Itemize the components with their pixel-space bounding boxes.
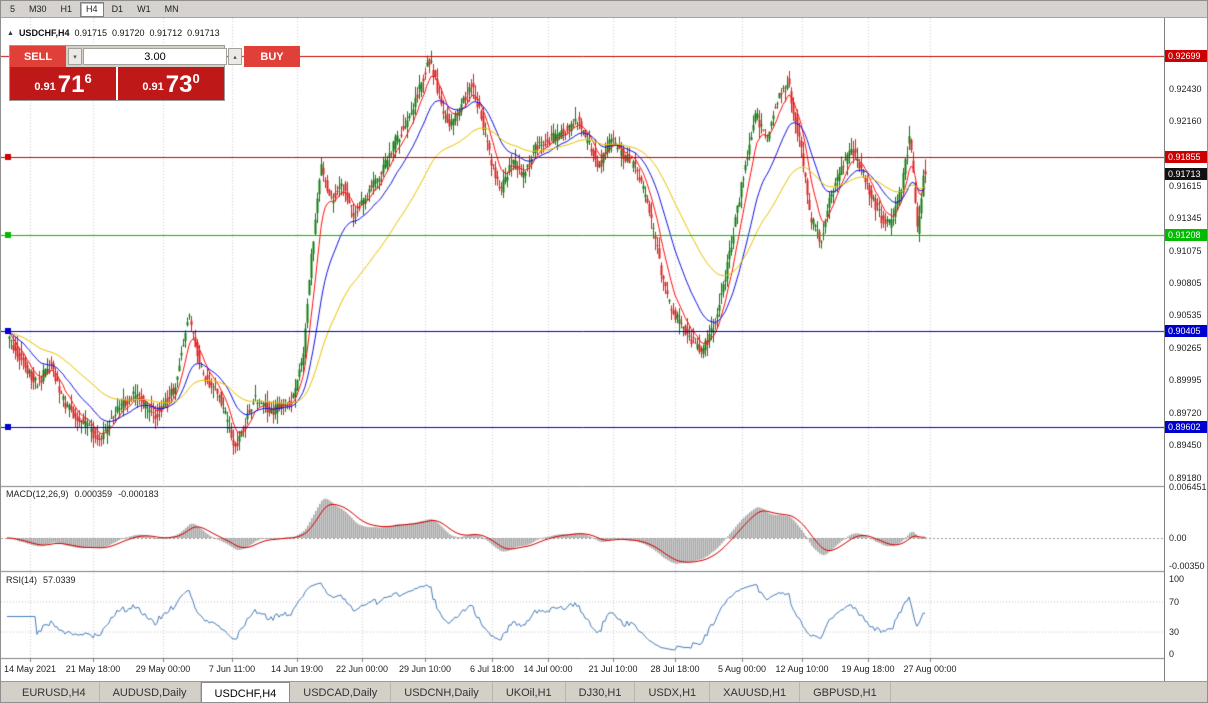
timeframe-button-h1[interactable]: H1 (60, 3, 73, 14)
level-price-tag: 0.91208 (1165, 228, 1207, 241)
time-axis-label: 22 Jun 00:00 (335, 664, 389, 674)
time-axis-label: 7 Jun 11:00 (208, 664, 256, 674)
timeframe-button-h4[interactable]: H4 (80, 1, 104, 17)
price-tick-label: 0.92160 (1169, 115, 1202, 126)
volume-input[interactable] (83, 48, 227, 65)
buy-price-sup: 0 (192, 71, 200, 86)
volume-increase-button[interactable]: ▴ (228, 48, 242, 65)
sell-price-sup: 6 (84, 71, 92, 86)
chart-tab-bar: EURUSD,H4 AUDUSD,Daily USDCHF,H4 USDCAD,Dai… (1, 681, 1207, 702)
chart-symbol-label: USDCHF,H4 (18, 28, 70, 38)
price-chart-canvas[interactable] (1, 18, 1164, 681)
time-axis-label: 6 Jul 18:00 (469, 664, 515, 674)
time-axis-label: 14 May 2021 (3, 664, 57, 674)
price-tick-label: 0.91345 (1169, 213, 1202, 224)
level-price-tag: 0.91855 (1165, 151, 1207, 164)
sell-button[interactable]: SELL (10, 46, 66, 67)
level-price-tag: 0.92699 (1165, 50, 1207, 63)
timeframe-toolbar: 5 M30 H1 H4 D1 W1 MN (1, 1, 1207, 18)
price-tick-label: 0.90535 (1169, 310, 1202, 321)
one-click-trading-panel: SELL ▾ ▴ BUY 0.91 71 6 0.91 73 0 (9, 45, 300, 101)
price-axis[interactable]: 0.92430 0.92160 0.91615 0.91345 0.91075 0.908… (1164, 18, 1207, 681)
volume-decrease-button[interactable]: ▾ (68, 48, 82, 65)
rsi-indicator-label: RSI(14) 57.0339 (6, 575, 76, 585)
price-tick-label: 0.90805 (1169, 278, 1202, 289)
quote-low: 0.91712 (149, 28, 183, 38)
macd-main-value: 0.000359 (74, 489, 113, 499)
price-tick-label: 0.91075 (1169, 245, 1202, 256)
rsi-axis-label: 70 (1169, 596, 1180, 607)
buy-price-prefix: 0.91 (142, 81, 164, 93)
sell-price-prefix: 0.91 (34, 81, 56, 93)
rsi-axis-label: 100 (1169, 574, 1185, 584)
volume-control: ▾ ▴ (66, 46, 244, 67)
time-axis-label: 19 Aug 18:00 (841, 664, 895, 674)
quote-close: 0.91713 (187, 28, 220, 38)
price-tick-label: 0.89995 (1169, 375, 1202, 386)
buy-price-display[interactable]: 0.91 73 0 (118, 67, 224, 100)
level-price-tag: 0.90405 (1165, 324, 1207, 337)
chart-title: ▲ USDCHF,H4 0.91715 0.91720 0.91712 0.91… (7, 28, 220, 38)
rsi-value: 57.0339 (43, 575, 76, 585)
chart-tab-eurusd-h4[interactable]: EURUSD,H4 (9, 682, 100, 702)
time-axis-label: 5 Aug 00:00 (717, 664, 767, 674)
macd-indicator-label: MACD(12,26,9) 0.000359 -0.000183 (6, 489, 159, 499)
time-axis-label: 21 Jul 10:00 (588, 664, 638, 674)
chart-tab-dj30-h1[interactable]: DJ30,H1 (566, 682, 636, 702)
chart-tab-usdchf-h4[interactable]: USDCHF,H4 (200, 682, 291, 702)
price-tick-label: 0.89720 (1169, 407, 1202, 418)
quote-open: 0.91715 (74, 28, 107, 38)
chart-tab-xauusd-h1[interactable]: XAUUSD,H1 (710, 682, 801, 702)
timeframe-button-m30[interactable]: M30 (29, 3, 47, 14)
price-tick-label: 0.89450 (1169, 440, 1202, 451)
price-tick-label: 0.92430 (1169, 83, 1202, 94)
chart-tab-ukoil-h1[interactable]: UKOil,H1 (493, 682, 566, 702)
price-tick-label: 0.90265 (1169, 342, 1202, 353)
macd-axis-label: -0.00350 (1169, 560, 1205, 571)
chart-tab-audusd-daily[interactable]: AUDUSD,Daily (100, 682, 201, 702)
chart-tab-usdx-h1[interactable]: USDX,H1 (635, 682, 711, 702)
macd-signal-value: -0.000183 (118, 489, 159, 499)
timeframe-button-mn[interactable]: MN (164, 3, 179, 14)
rsi-axis-label: 30 (1169, 626, 1180, 637)
time-axis-label: 29 May 00:00 (135, 664, 191, 674)
time-axis-label: 14 Jun 19:00 (270, 664, 324, 674)
price-tick-label: 0.89180 (1169, 472, 1202, 483)
buy-button[interactable]: BUY (244, 46, 300, 67)
price-tick-label: 0.91615 (1169, 181, 1202, 192)
quote-high: 0.91720 (112, 28, 145, 38)
time-axis-label: 28 Jul 18:00 (650, 664, 700, 674)
current-price-tag: 0.91713 (1165, 168, 1207, 181)
level-price-tag: 0.89602 (1165, 421, 1207, 434)
sell-price-display[interactable]: 0.91 71 6 (10, 67, 116, 100)
timeframe-button-w1[interactable]: W1 (137, 3, 151, 14)
chart-tab-usdcnh-daily[interactable]: USDCNH,Daily (391, 682, 493, 702)
chart-area: ▲ USDCHF,H4 0.91715 0.91720 0.91712 0.91… (1, 18, 1207, 681)
macd-axis-label: 0.006451 (1169, 482, 1207, 492)
buy-price-big: 73 (165, 71, 193, 98)
time-axis-label: 27 Aug 00:00 (903, 664, 957, 674)
timeframe-button-d1[interactable]: D1 (111, 3, 124, 14)
chart-tab-usdcad-daily[interactable]: USDCAD,Daily (290, 682, 392, 702)
sell-price-big: 71 (57, 71, 85, 98)
rsi-axis-label: 0 (1169, 649, 1175, 659)
time-axis-label: 12 Aug 10:00 (775, 664, 829, 674)
chart-tab-gbpusd-h1[interactable]: GBPUSD,H1 (800, 682, 891, 702)
time-axis-label: 14 Jul 00:00 (523, 664, 573, 674)
collapse-trade-panel-icon[interactable]: ▲ (7, 29, 14, 37)
macd-name: MACD(12,26,9) (6, 489, 69, 499)
timeframe-button-5[interactable]: 5 (10, 3, 16, 14)
rsi-name: RSI(14) (6, 575, 38, 585)
time-axis-label: 21 May 18:00 (65, 664, 121, 674)
macd-axis-label: 0.00 (1169, 533, 1187, 543)
time-axis-label: 29 Jun 10:00 (398, 664, 452, 674)
